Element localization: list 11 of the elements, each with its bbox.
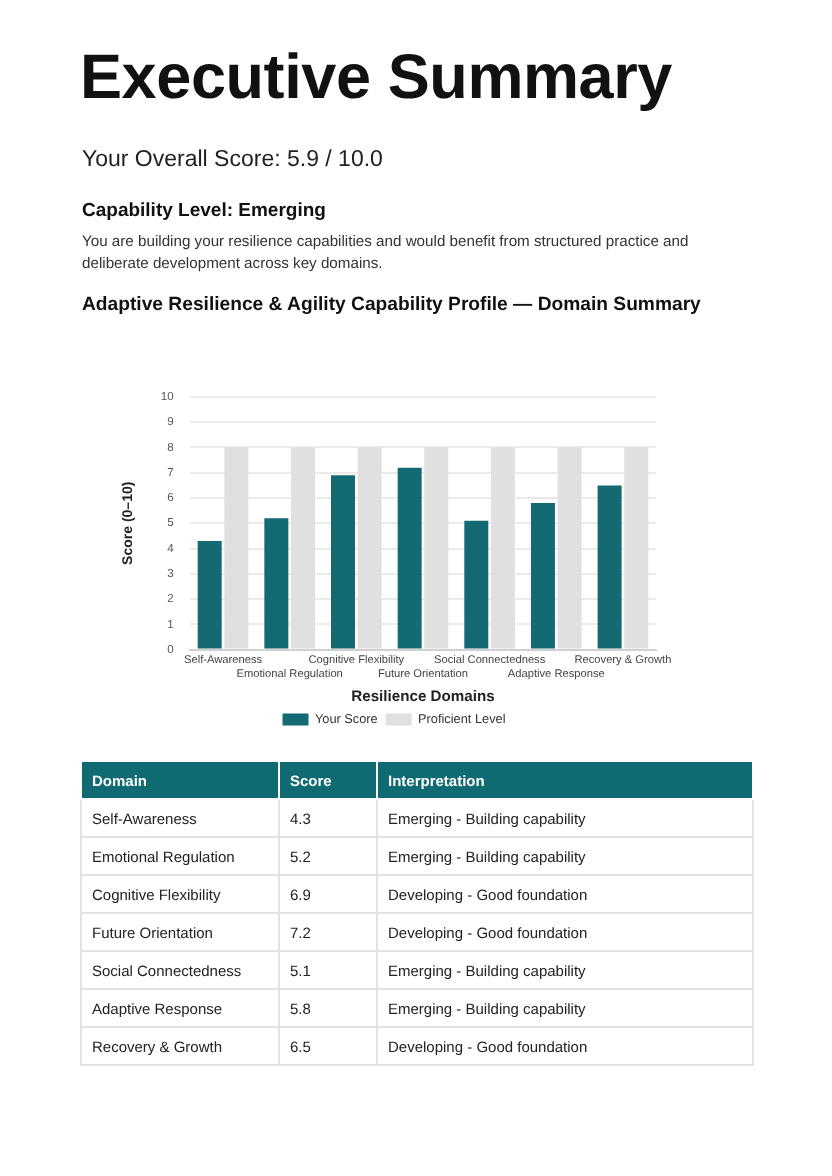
bar	[530, 503, 555, 649]
text: Your Overall Score: 5.9 / 10.0	[82, 146, 383, 174]
bar	[264, 518, 289, 649]
bar	[331, 475, 355, 649]
bar	[597, 485, 622, 649]
text: Capability Level: Emerging	[82, 200, 326, 224]
bar	[397, 467, 422, 649]
bar	[464, 520, 489, 649]
bar	[197, 540, 222, 649]
text: Executive Summary	[80, 38, 673, 116]
chart-title: Adaptive Resilience & Agility Capability Profile — Domain Summary	[82, 294, 701, 318]
